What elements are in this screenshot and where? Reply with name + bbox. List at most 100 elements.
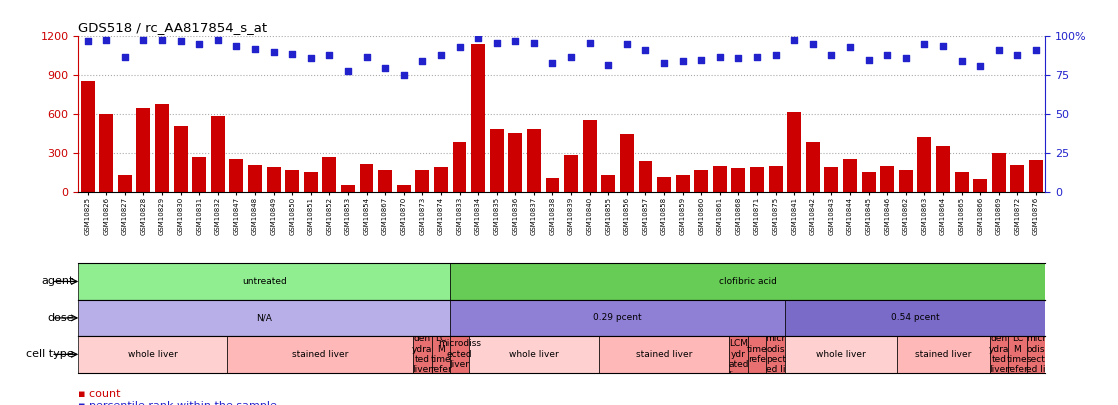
Text: deh
ydra
ted
liver: deh ydra ted liver — [413, 334, 433, 375]
Bar — [341, 185, 354, 192]
Point — [692, 57, 710, 63]
Text: untreated: untreated — [241, 277, 286, 286]
Text: GDS518 / rc_AA817854_s_at: GDS518 / rc_AA817854_s_at — [78, 21, 267, 34]
Point — [302, 55, 320, 62]
Point — [618, 41, 636, 47]
Point — [470, 35, 487, 41]
Bar — [322, 157, 337, 192]
Point — [860, 57, 878, 63]
Point — [841, 44, 859, 51]
Point — [265, 49, 283, 55]
Bar — [1029, 160, 1043, 192]
Point — [246, 46, 264, 52]
Point — [599, 61, 617, 68]
Point — [916, 41, 934, 47]
Point — [879, 52, 897, 58]
Point — [227, 43, 245, 49]
Point — [283, 50, 301, 57]
Bar — [601, 175, 615, 192]
Text: clofibric acid: clofibric acid — [719, 277, 777, 286]
Bar — [675, 175, 690, 192]
Point — [153, 36, 171, 43]
Text: agent: agent — [41, 277, 74, 286]
Point — [97, 36, 115, 43]
Bar — [136, 108, 150, 192]
Point — [395, 72, 413, 79]
Bar — [1026, 336, 1045, 373]
Text: stained liver: stained liver — [292, 350, 348, 359]
Bar — [806, 142, 819, 192]
Text: ▪ percentile rank within the sample: ▪ percentile rank within the sample — [78, 401, 277, 405]
Point — [636, 47, 654, 54]
Bar — [955, 172, 968, 192]
Text: stained liver: stained liver — [915, 350, 972, 359]
Point — [823, 52, 841, 58]
Point — [487, 39, 505, 46]
Bar — [769, 166, 783, 192]
Bar — [468, 336, 599, 373]
Text: whole liver: whole liver — [127, 350, 178, 359]
Text: whole liver: whole liver — [509, 350, 559, 359]
Point — [321, 52, 339, 58]
Point — [171, 38, 189, 45]
Point — [209, 36, 227, 43]
Text: deh
ydra
ted
liver: deh ydra ted liver — [988, 334, 1010, 375]
Bar — [78, 263, 451, 300]
Point — [134, 36, 152, 43]
Point — [451, 44, 468, 51]
Bar — [899, 170, 912, 192]
Bar — [229, 159, 244, 192]
Bar — [100, 115, 113, 192]
Point — [674, 58, 692, 65]
Bar — [785, 336, 897, 373]
Bar — [785, 300, 1045, 336]
Bar — [80, 81, 95, 192]
Point — [580, 39, 598, 46]
Text: micr
odis
pect
ed li: micr odis pect ed li — [766, 334, 786, 375]
Text: LC
M
time
refer: LC M time refer — [430, 334, 452, 375]
Bar — [748, 336, 766, 373]
Point — [506, 38, 524, 45]
Bar — [432, 336, 451, 373]
Point — [358, 53, 376, 60]
Bar — [731, 168, 746, 192]
Bar — [582, 119, 597, 192]
Bar — [453, 142, 466, 192]
Point — [804, 41, 822, 47]
Bar — [657, 177, 671, 192]
Bar — [471, 44, 485, 192]
Bar — [78, 300, 451, 336]
Bar — [918, 136, 931, 192]
Bar — [974, 179, 987, 192]
Bar — [992, 153, 1006, 192]
Bar — [78, 336, 227, 373]
Bar — [378, 170, 392, 192]
Point — [562, 53, 580, 60]
Bar — [694, 170, 708, 192]
Bar — [787, 112, 802, 192]
Text: time
refe: time refe — [747, 345, 767, 364]
Point — [432, 52, 449, 58]
Point — [730, 55, 748, 62]
Bar — [416, 170, 429, 192]
Text: whole liver: whole liver — [816, 350, 865, 359]
Bar — [266, 167, 281, 192]
Point — [989, 47, 1007, 54]
Bar — [285, 170, 300, 192]
Text: LC
M
time
refer: LC M time refer — [1006, 334, 1029, 375]
Text: ▪ count: ▪ count — [78, 389, 121, 399]
Point — [785, 36, 803, 43]
Bar — [117, 175, 132, 192]
Bar — [397, 185, 410, 192]
Bar — [451, 263, 1045, 300]
Point — [897, 55, 915, 62]
Bar — [824, 167, 838, 192]
Bar — [304, 172, 318, 192]
Bar — [843, 159, 858, 192]
Point — [78, 38, 96, 45]
Point — [525, 39, 543, 46]
Bar — [173, 126, 188, 192]
Point — [1027, 47, 1045, 54]
Text: microdiss
ected
liver: microdiss ected liver — [438, 339, 481, 369]
Bar — [1008, 336, 1026, 373]
